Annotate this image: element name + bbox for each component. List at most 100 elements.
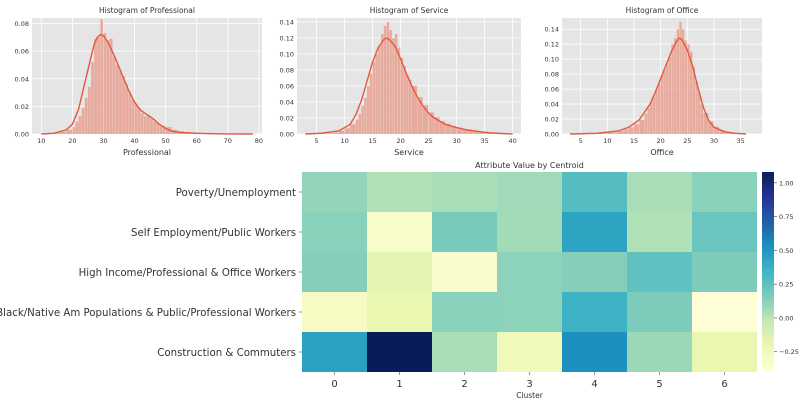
heatmap-cell: [367, 172, 432, 212]
x-tick-label: 15: [368, 137, 376, 145]
heatmap-cell: [432, 292, 497, 332]
histogram-bar: [389, 30, 392, 134]
histogram-bar: [383, 26, 387, 134]
histogram-bar: [381, 34, 384, 134]
y-tick-label: 0.00: [545, 131, 559, 139]
column-label: 0: [331, 379, 337, 390]
x-tick-label: 30: [452, 137, 460, 145]
histogram-bar: [355, 119, 359, 134]
histogram-bar: [97, 37, 101, 135]
histogram-bar: [81, 107, 85, 134]
histogram-bar: [134, 103, 138, 134]
histogram-bar: [75, 121, 79, 134]
histogram-bar: [125, 84, 129, 134]
colorbar-tick-label: 0.50: [779, 247, 793, 255]
y-tick-label: 0.00: [15, 131, 29, 139]
histogram-bar: [367, 86, 370, 134]
histogram-bar: [94, 38, 97, 134]
histogram-bar: [456, 127, 462, 134]
histogram-bar: [462, 129, 468, 134]
histogram-bar: [162, 125, 166, 134]
x-axis-label: Office: [650, 148, 673, 157]
histogram-bar: [671, 44, 674, 134]
x-tick-label: 5: [315, 137, 319, 145]
histogram-bar: [714, 126, 720, 134]
histogram-bar: [406, 74, 409, 134]
y-tick-label: 0.14: [280, 19, 294, 27]
histogram-bar: [434, 117, 440, 134]
heatmap-cell: [562, 172, 627, 212]
histogram-bar: [128, 92, 132, 134]
histogram-bar: [115, 64, 119, 134]
histogram-bar: [687, 44, 690, 134]
histogram-bar: [156, 122, 160, 134]
histogram-bar: [84, 98, 88, 134]
y-tick-label: 0.08: [545, 71, 559, 79]
heatmap-cell: [692, 252, 757, 292]
histogram-bar: [607, 132, 618, 134]
y-tick-label: 0.08: [280, 67, 294, 75]
heatmap-cell: [302, 212, 367, 252]
histogram-bar: [708, 121, 714, 134]
histogram-bar: [618, 131, 624, 134]
y-tick-label: 0.00: [280, 131, 294, 139]
histogram-bar: [674, 38, 677, 134]
x-tick-label: 30: [99, 137, 107, 145]
histogram-bar: [690, 51, 693, 135]
heatmap-cell: [692, 292, 757, 332]
histogram-bar: [131, 99, 135, 134]
histogram-bar: [339, 130, 345, 134]
chart-title: Histogram of Service: [370, 6, 449, 15]
x-tick-label: 10: [340, 137, 348, 145]
histogram-bar: [143, 116, 147, 134]
x-tick-label: 35: [480, 137, 488, 145]
histogram-bar: [372, 62, 376, 134]
heatmap-cell: [692, 172, 757, 212]
histogram-bar: [364, 98, 367, 134]
heatmap-cell: [562, 212, 627, 252]
x-tick-label: 25: [424, 137, 432, 145]
histogram-bar: [87, 87, 91, 134]
chart-title: Histogram of Office: [626, 6, 699, 15]
colorbar-tick-label: 0.25: [779, 281, 793, 289]
heatmap-cell: [432, 252, 497, 292]
heatmap-cell: [302, 172, 367, 212]
histogram-bar: [623, 129, 629, 134]
histogram-bar: [644, 113, 648, 134]
heatmap-cell: [302, 252, 367, 292]
histogram-bar: [400, 58, 404, 134]
column-label: 4: [591, 379, 597, 390]
kde-line: [41, 33, 253, 135]
histogram-bar: [378, 46, 381, 134]
heatmap-cell: [692, 332, 757, 372]
heatmap-cell: [367, 292, 432, 332]
histogram-bar: [473, 130, 479, 134]
histogram-bar: [344, 128, 350, 134]
column-label: 2: [461, 379, 467, 390]
y-tick-label: 0.06: [280, 83, 294, 91]
histogram-bar: [639, 119, 645, 134]
x-tick-label: 30: [710, 137, 718, 145]
heatmap-cell: [497, 172, 562, 212]
heatmap-cell: [432, 332, 497, 372]
histogram-bar: [112, 56, 116, 134]
x-tick-label: 70: [224, 137, 232, 145]
histogram-bar: [655, 89, 658, 134]
histogram-bar: [703, 113, 709, 134]
histogram-bar: [411, 86, 418, 134]
histogram-bar: [417, 97, 423, 134]
histogram-bar: [628, 127, 634, 134]
histogram-bar: [91, 62, 94, 134]
x-axis-label: Professional: [123, 148, 171, 157]
heatmap: Poverty/Unemployment Self Employment/Publ…: [0, 161, 757, 400]
histogram-bar: [395, 34, 398, 134]
histogram-bar: [692, 66, 696, 134]
y-tick-label: 0.12: [545, 41, 559, 49]
x-tick-label: 40: [508, 137, 516, 145]
y-tick-label: 0.02: [280, 115, 294, 123]
heatmap-cell: [432, 212, 497, 252]
histogram-1: 0.00 0.02 0.04 0.06 0.08 0.10 0.12 0.14 5 10 15 20 2…: [280, 6, 521, 157]
row-label: High Income/Professional & Office Worker…: [79, 268, 296, 279]
histogram-bar: [668, 56, 672, 134]
